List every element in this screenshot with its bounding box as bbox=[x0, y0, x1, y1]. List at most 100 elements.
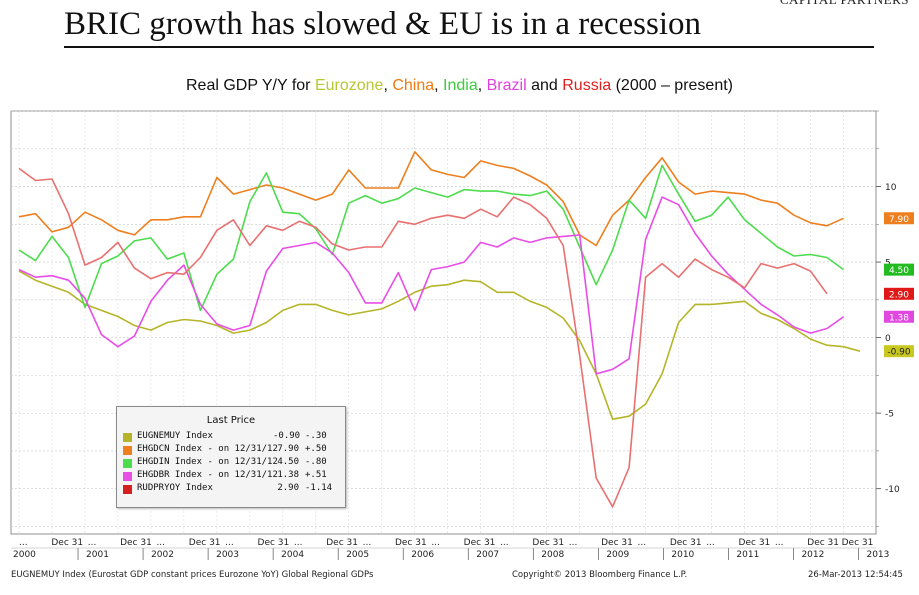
chart-title-part: (2000 – present) bbox=[611, 77, 733, 94]
legend-change: +.51 bbox=[305, 470, 327, 480]
x-tick-label: Dec 31 bbox=[601, 538, 633, 548]
x-tick-label: Dec 31 bbox=[326, 538, 358, 548]
value-tag-label: 7.90 bbox=[889, 215, 909, 225]
y-tick-label: 5 bbox=[885, 259, 891, 269]
x-year-label: 2007 bbox=[476, 550, 499, 560]
chart-title-text: Real GDP Y/Y for bbox=[185, 77, 315, 94]
footer-copyright: Copyright© 2013 Bloomberg Finance L.P. bbox=[512, 570, 688, 580]
legend-swatch bbox=[123, 459, 132, 468]
legend-swatch bbox=[123, 433, 132, 442]
chart-title-part: , bbox=[383, 77, 393, 94]
value-tag-label: 4.50 bbox=[889, 266, 909, 276]
value-tag-label: -0.90 bbox=[887, 348, 911, 358]
legend-change: -.30 bbox=[305, 431, 327, 441]
x-year-label: 2010 bbox=[671, 550, 694, 560]
x-tick-label: Dec 31 bbox=[120, 538, 152, 548]
series-line bbox=[18, 164, 844, 312]
legend-row: EHGDIN Index - on 12/31/12 4.50 -.80 bbox=[123, 457, 341, 470]
value-tag bbox=[884, 212, 914, 225]
legend-row: EHGDCN Index - on 12/31/12 7.90 +.50 bbox=[123, 444, 341, 457]
x-year-label: 2000 bbox=[13, 550, 36, 560]
x-year-label: 2006 bbox=[411, 550, 434, 560]
legend-last-price: 1.38 bbox=[277, 470, 299, 480]
x-tick-label: ... bbox=[569, 538, 578, 548]
value-tag bbox=[884, 287, 914, 300]
x-tick-label: ... bbox=[706, 538, 715, 548]
legend-series-name: EHGDCN Index - on 12/31/12 bbox=[137, 444, 278, 454]
x-tick-label: ... bbox=[19, 538, 28, 548]
chart-title-part: China bbox=[392, 77, 435, 94]
x-tick-label: Dec 31 bbox=[189, 538, 221, 548]
x-tick-label: ... bbox=[500, 538, 509, 548]
x-year-label: 2001 bbox=[86, 550, 109, 560]
series-line bbox=[18, 196, 844, 375]
x-year-label: 2004 bbox=[281, 550, 304, 560]
x-tick-label: ... bbox=[637, 538, 646, 548]
legend-row: EHGDBR Index - on 12/31/12 1.38 +.51 bbox=[123, 470, 341, 483]
legend-swatch bbox=[123, 446, 132, 455]
chart-legend: Last Price EUGNEMUY Index -0.90 -.30 EHGDCN… bbox=[116, 406, 346, 508]
x-year-label: 2008 bbox=[541, 550, 564, 560]
series-line bbox=[18, 270, 861, 421]
y-tick-label: -10 bbox=[885, 485, 900, 495]
title-rule bbox=[64, 46, 874, 48]
x-tick-label: Dec 31 bbox=[532, 538, 564, 548]
legend-title: Last Price bbox=[206, 415, 256, 426]
x-tick-label: Dec 31 bbox=[51, 538, 83, 548]
value-tag bbox=[884, 310, 914, 323]
series-line bbox=[18, 150, 844, 247]
x-tick-label: ... bbox=[431, 538, 440, 548]
x-year-label: 2009 bbox=[606, 550, 629, 560]
legend-row: RUDPRYOY Index 2.90 -1.14 bbox=[123, 483, 341, 496]
x-year-label: 2005 bbox=[346, 550, 369, 560]
legend-last-price: 4.50 bbox=[277, 457, 299, 467]
x-tick-label: Dec 31 bbox=[807, 538, 839, 548]
legend-series-name: EHGDIN Index - on 12/31/12 bbox=[137, 457, 278, 467]
y-tick-label: 10 bbox=[885, 183, 897, 193]
x-tick-label: ... bbox=[294, 538, 303, 548]
legend-last-price: 7.90 bbox=[277, 444, 299, 454]
x-tick-label: Dec 31 bbox=[842, 538, 874, 548]
x-year-label: 2002 bbox=[151, 550, 174, 560]
chart-title-part: and bbox=[526, 77, 563, 94]
x-year-label: 2011 bbox=[736, 550, 759, 560]
chart-title-part: Eurozone bbox=[314, 77, 384, 94]
legend-row: EUGNEMUY Index -0.90 -.30 bbox=[123, 431, 341, 444]
legend-last-price: -0.90 bbox=[273, 431, 301, 441]
chart-title-part: Russia bbox=[562, 77, 612, 94]
x-tick-label: ... bbox=[88, 538, 97, 548]
x-tick-label: ... bbox=[775, 538, 784, 548]
x-year-label: 2003 bbox=[216, 550, 239, 560]
slide-title: BRIC growth has slowed & EU is in a rece… bbox=[64, 6, 702, 42]
value-tag bbox=[884, 345, 914, 358]
x-tick-label: ... bbox=[363, 538, 372, 548]
chart-title-part: , bbox=[477, 77, 487, 94]
x-year-label: 2012 bbox=[801, 550, 824, 560]
x-tick-label: Dec 31 bbox=[258, 538, 290, 548]
legend-change: -.80 bbox=[305, 457, 327, 467]
legend-swatch bbox=[123, 472, 132, 481]
legend-change: -1.14 bbox=[305, 483, 333, 493]
footer-timestamp: 26-Mar-2013 12:54:45 bbox=[808, 570, 903, 580]
legend-change: +.50 bbox=[305, 444, 327, 454]
y-tick-label: -5 bbox=[885, 410, 894, 420]
x-tick-label: Dec 31 bbox=[670, 538, 702, 548]
footer-source: EUGNEMUY Index (Eurostat GDP constant pr… bbox=[11, 570, 374, 580]
x-tick-label: Dec 31 bbox=[395, 538, 427, 548]
value-tag-label: 2.90 bbox=[889, 290, 909, 300]
chart-title-part: India bbox=[443, 77, 478, 94]
chart-title-part: , bbox=[434, 77, 444, 94]
chart-title: Real GDP Y/Y for Eurozone, China, India,… bbox=[0, 77, 919, 95]
chart-title-part: Brazil bbox=[486, 77, 527, 94]
value-tag-label: 1.38 bbox=[889, 313, 909, 323]
x-tick-label: Dec 31 bbox=[464, 538, 496, 548]
legend-swatch bbox=[123, 485, 132, 494]
legend-series-name: EHGDBR Index - on 12/31/12 bbox=[137, 470, 278, 480]
x-tick-label: ... bbox=[156, 538, 165, 548]
x-year-label: 2013 bbox=[866, 550, 889, 560]
series-line bbox=[18, 167, 828, 508]
value-tag bbox=[884, 263, 914, 276]
corner-label: CAPITAL PARTNERS bbox=[780, 0, 909, 8]
legend-last-price: 2.90 bbox=[277, 483, 299, 493]
x-tick-label: ... bbox=[225, 538, 234, 548]
